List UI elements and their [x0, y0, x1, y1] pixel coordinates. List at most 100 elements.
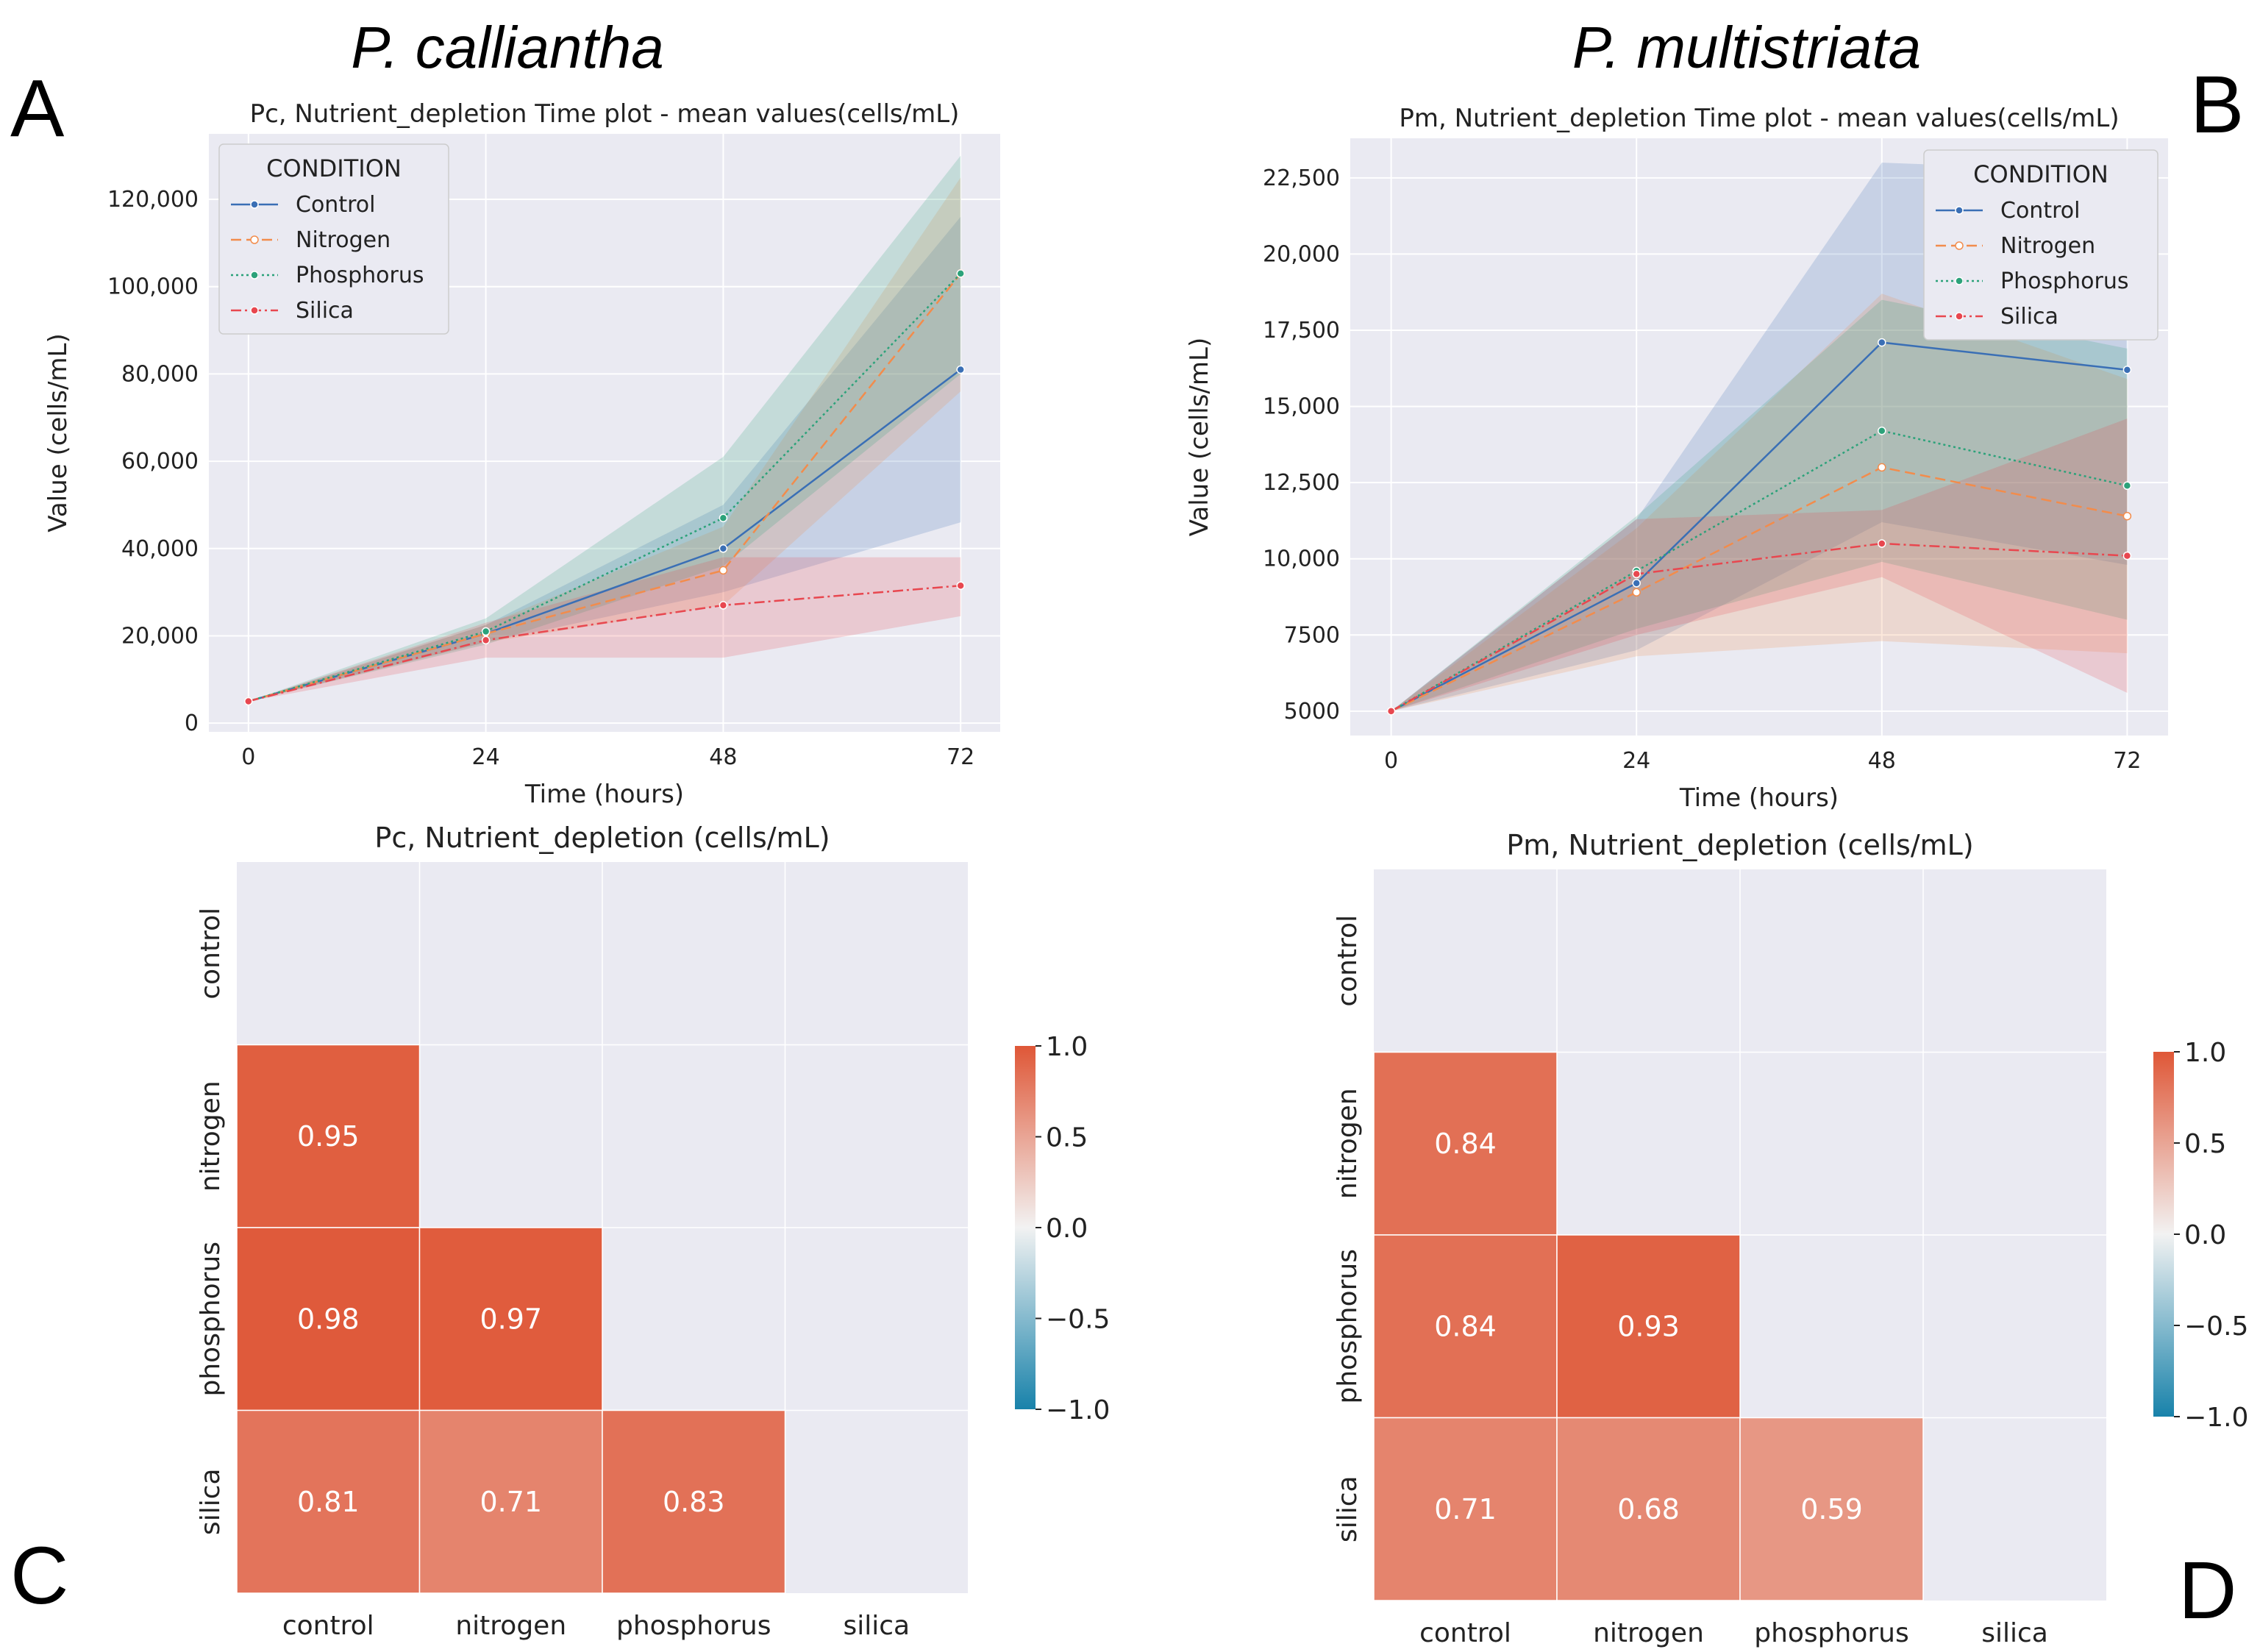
heatmap-cell — [236, 1409, 421, 1594]
cell-value: 0.59 — [1800, 1493, 1863, 1525]
ci-band-silica — [1391, 419, 2128, 711]
cell-value: 0.81 — [297, 1486, 360, 1518]
panel-letter-b: B — [2190, 60, 2244, 150]
heatmap-cell — [236, 1227, 421, 1411]
chart-title: Pc, Nutrient_depletion Time plot - mean … — [250, 99, 960, 129]
cell-value: 0.93 — [1617, 1310, 1680, 1342]
ci-band-control — [248, 216, 961, 702]
y-tick-label: 20,000 — [121, 623, 199, 649]
ci-band-nitrogen — [248, 177, 961, 702]
legend-marker-phosphorus — [1955, 277, 1964, 285]
heatmap-cell — [418, 1409, 603, 1594]
colorbar — [2153, 1052, 2174, 1417]
y-category-label: nitrogen — [196, 1080, 226, 1192]
y-category-label: nitrogen — [1333, 1088, 1363, 1199]
legend-title: CONDITION — [1973, 160, 2108, 188]
y-tick-label: 40,000 — [121, 536, 199, 562]
x-tick-label: 48 — [1868, 748, 1896, 774]
colorbar-tick-label: 0.0 — [1046, 1214, 1088, 1244]
y-tick-label: 22,500 — [1263, 165, 1340, 191]
series-line-control — [248, 369, 961, 702]
series-line-nitrogen — [1391, 466, 2128, 712]
x-category-label: nitrogen — [455, 1611, 566, 1641]
y-tick-label: 7500 — [1284, 622, 1340, 648]
data-point-phosphorus — [719, 513, 728, 522]
x-tick-label: 24 — [1622, 748, 1650, 774]
panel-letter-d: D — [2178, 1545, 2236, 1636]
data-point-phosphorus — [1878, 426, 1886, 435]
y-category-label: phosphorus — [1333, 1249, 1363, 1404]
colorbar-tick-label: 0.0 — [2184, 1220, 2226, 1250]
y-tick-label: 20,000 — [1263, 241, 1340, 267]
x-category-label: phosphorus — [1754, 1618, 1909, 1648]
y-tick-label: 15,000 — [1263, 394, 1340, 420]
legend-marker-control — [1955, 206, 1964, 215]
legend-marker-silica — [250, 306, 259, 315]
data-point-phosphorus — [481, 627, 491, 636]
data-point-nitrogen — [2122, 511, 2132, 521]
series-line-silica — [1390, 542, 2128, 712]
series-line-control — [1391, 341, 2128, 712]
legend-marker-control — [250, 200, 259, 209]
line-chart-pm: 5000 7500 10,000 12,500 15,000 17,500 20,000 22… — [1185, 104, 2168, 813]
colorbar-tick-label: 1.0 — [2184, 1038, 2226, 1068]
x-category-label: phosphorus — [616, 1611, 771, 1641]
heatmap-cell — [1373, 1051, 1558, 1236]
species-title-right: P. multistriata — [1572, 15, 1921, 80]
x-tick-label: 24 — [472, 744, 500, 770]
data-point-control — [1878, 338, 1886, 347]
colorbar-tick-label: 0.5 — [1046, 1123, 1088, 1153]
heatmap-cell — [602, 1409, 786, 1594]
colorbar-tick-label: −0.5 — [2184, 1311, 2248, 1342]
x-tick-label: 72 — [947, 744, 974, 770]
series-line-silica — [248, 584, 961, 702]
x-tick-label: 0 — [1384, 748, 1398, 774]
x-tick-label: 48 — [709, 744, 737, 770]
legend-marker-silica — [1955, 312, 1964, 321]
x-category-label: control — [282, 1611, 374, 1641]
data-point-nitrogen — [1632, 588, 1641, 597]
legend-title: CONDITION — [266, 154, 402, 182]
cell-value: 0.84 — [1434, 1310, 1497, 1342]
y-tick-label: 0 — [185, 711, 199, 736]
ci-band-silica — [248, 557, 961, 702]
legend-entry-phosphorus: Phosphorus — [2000, 268, 2128, 294]
legend: CONDITION Control Nitrogen Phosphorus Silica — [218, 143, 449, 335]
y-tick-label: 100,000 — [107, 274, 199, 300]
x-axis-label: Time (hours) — [1679, 783, 1839, 813]
panel-letter-c: C — [10, 1531, 68, 1621]
legend-entry-silica: Silica — [296, 298, 354, 324]
x-category-label: control — [1419, 1618, 1511, 1648]
series-line-phosphorus — [1390, 430, 2128, 712]
y-axis-label: Value (cells/mL) — [43, 333, 73, 532]
data-point-silica — [1386, 707, 1396, 716]
colorbar-tick-label: −1.0 — [2184, 1403, 2248, 1433]
x-category-label: silica — [843, 1611, 910, 1641]
series-line-nitrogen — [248, 273, 962, 702]
y-tick-label: 12,500 — [1263, 470, 1340, 496]
data-point-silica — [1878, 539, 1886, 548]
legend-entry-phosphorus: Phosphorus — [296, 263, 424, 288]
data-point-phosphorus — [956, 269, 965, 278]
data-point-silica — [244, 697, 253, 706]
data-point-control — [2122, 366, 2132, 374]
data-point-silica — [956, 581, 965, 590]
heatmap-title: Pc, Nutrient_depletion (cells/mL) — [374, 822, 830, 854]
heatmap-title: Pm, Nutrient_depletion (cells/mL) — [1506, 829, 1973, 861]
x-axis-label: Time (hours) — [524, 780, 684, 809]
cell-value: 0.95 — [297, 1120, 360, 1153]
x-tick-label: 72 — [2113, 748, 2141, 774]
colorbar-tick-label: −0.5 — [1046, 1305, 1110, 1335]
heatmap-cell — [236, 1044, 421, 1228]
y-tick-label: 80,000 — [121, 361, 199, 387]
cell-value: 0.68 — [1617, 1493, 1680, 1525]
y-tick-label: 5000 — [1284, 699, 1340, 724]
y-tick-label: 60,000 — [121, 449, 199, 474]
y-axis-label: Value (cells/mL) — [1185, 338, 1214, 536]
heatmap-cell — [1556, 1417, 1741, 1601]
heatmap-pm: 0.84 0.84 0.93 0.71 0.68 0.59 control control ni… — [1333, 829, 2248, 1648]
cell-value: 0.83 — [663, 1486, 725, 1518]
heatmap-cell — [1556, 1234, 1741, 1419]
legend-entry-control: Control — [296, 192, 375, 218]
